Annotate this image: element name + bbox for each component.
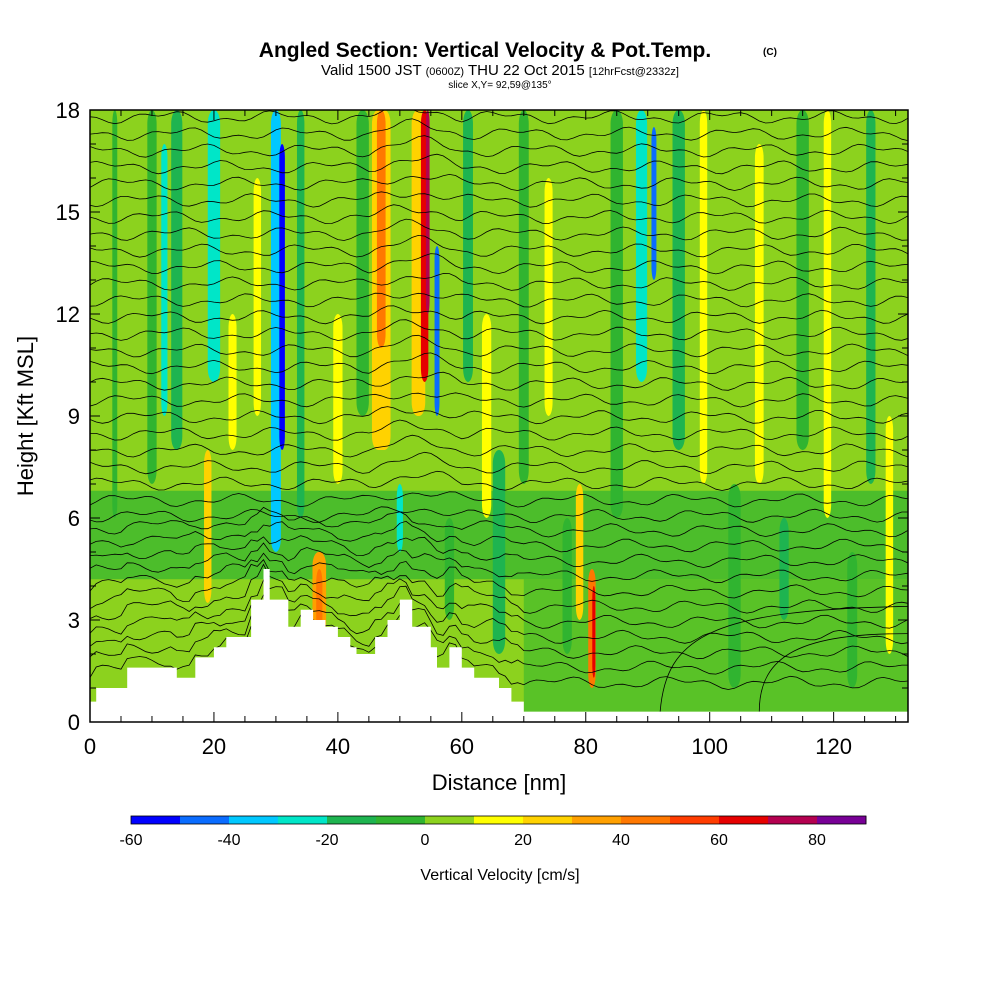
colorbar-swatch [621,816,671,824]
slice-label: slice X,Y= 92,59@135° [448,80,551,91]
colorbar-swatch [180,816,230,824]
x-tick-label-80: 80 [574,734,598,759]
x-axis-label: Distance [nm] [432,770,567,795]
colorbar-tick-label: 0 [421,832,430,849]
x-axis: 0 20 40 60 80 100 120 [84,110,897,759]
colorbar-tick-label: -60 [119,832,142,849]
subtitle-forecast: [12hrFcst@2332z] [589,66,679,78]
colorbar-swatch [474,816,524,824]
colorbar-tick-label: 20 [514,832,532,849]
y-tick-label-18: 18 [56,98,80,123]
colorbar-swatch [719,816,769,824]
x-tick-label-20: 20 [202,734,226,759]
y-tick-label-0: 0 [68,710,80,735]
colorbar-swatch [670,816,720,824]
colorbar-swatch [768,816,818,824]
chart-title-suffix: (C) [763,47,777,58]
colorbar-tick-label: 80 [808,832,826,849]
colorbar-label: Vertical Velocity [cm/s] [420,867,579,884]
colorbar-swatch [817,816,867,824]
colorbar: -60 -40 -20 0 20 40 60 80 [119,815,867,849]
colorbar-swatch [278,816,328,824]
y-tick-label-3: 3 [68,608,80,633]
subtitle-date: THU 22 Oct 2015 [468,62,585,79]
colorbar-tick-label: 40 [612,832,630,849]
y-axis: 0 3 6 9 12 15 18 [56,98,908,735]
colorbar-swatch [131,816,181,824]
ground-strip [90,711,908,722]
colorbar-swatch [572,816,622,824]
plot-area [90,110,908,722]
colorbar-swatch [229,816,279,824]
subtitle-valid: Valid 1500 JST [321,62,421,79]
x-tick-label-0: 0 [84,734,96,759]
x-tick-label-60: 60 [450,734,474,759]
colorbar-tick-label: -40 [217,832,240,849]
colorbar-swatch [327,816,377,824]
x-tick-label-100: 100 [691,734,728,759]
x-tick-label-120: 120 [815,734,852,759]
y-tick-label-15: 15 [56,200,80,225]
colorbar-tick-label: 60 [710,832,728,849]
colorbar-swatch [376,816,426,824]
chart-title: Angled Section: Vertical Velocity & Pot.… [259,39,711,62]
y-tick-label-6: 6 [68,506,80,531]
terrain-profile [90,569,908,722]
colorbar-tick-label: -20 [315,832,338,849]
subtitle-utc: (0600Z) [426,66,465,78]
y-tick-label-12: 12 [56,302,80,327]
x-tick-label-40: 40 [326,734,350,759]
colorbar-swatch [425,816,475,824]
y-tick-label-9: 9 [68,404,80,429]
y-axis-label: Height [Kft MSL] [13,336,38,496]
chart-subtitle: Valid 1500 JST (0600Z) THU 22 Oct 2015 [… [321,62,679,79]
colorbar-swatch [523,816,573,824]
